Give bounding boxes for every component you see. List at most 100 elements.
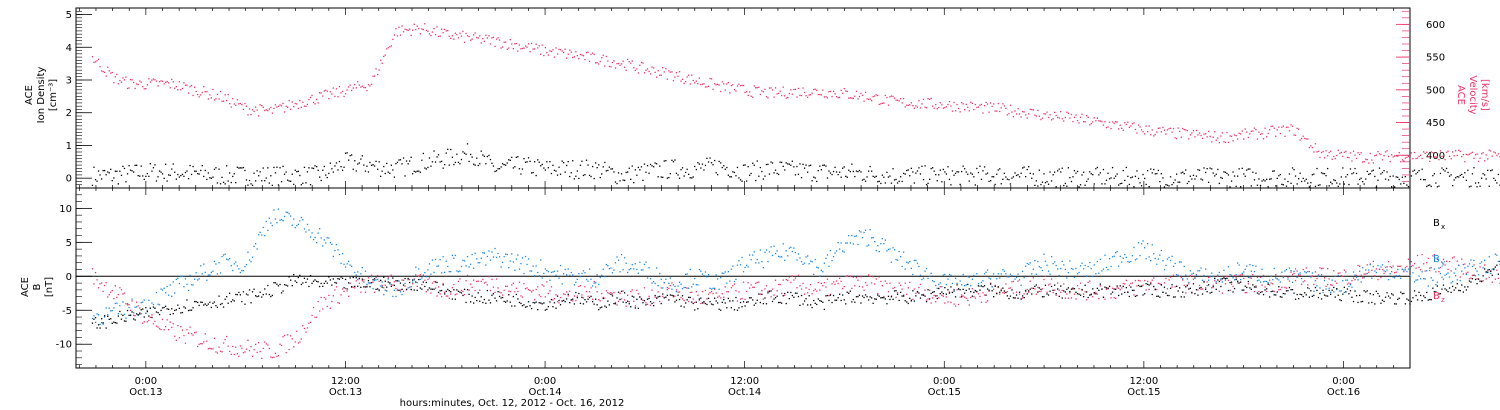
- bz-point: [129, 309, 132, 311]
- by-point: [720, 277, 722, 279]
- velocity-point: [538, 45, 540, 47]
- by-point: [869, 229, 871, 231]
- bx-point: [518, 301, 521, 304]
- by-point: [454, 254, 456, 257]
- by-point: [569, 274, 571, 276]
- by-point: [1127, 261, 1129, 263]
- bz-point: [601, 292, 603, 295]
- velocity-point: [1333, 155, 1335, 158]
- by-point: [868, 244, 870, 246]
- bx-point: [1313, 294, 1315, 297]
- bz-point: [1261, 284, 1263, 286]
- by-point: [431, 259, 434, 261]
- bx-point: [1406, 298, 1408, 300]
- bx-point: [1073, 288, 1076, 290]
- by-point: [1267, 282, 1269, 284]
- by-point: [1453, 272, 1455, 274]
- velocity-point: [1121, 127, 1123, 129]
- velocity-point: [807, 96, 809, 98]
- density-point: [338, 160, 341, 163]
- bz-point: [508, 290, 510, 292]
- bx-point: [186, 299, 188, 301]
- bz-point: [1090, 293, 1092, 295]
- density-point: [660, 176, 662, 178]
- bx-point: [1081, 288, 1083, 291]
- bz-point: [444, 291, 446, 293]
- velocity-point: [1391, 154, 1393, 156]
- density-point: [1171, 184, 1173, 186]
- velocity-point: [187, 92, 190, 94]
- bz-point: [495, 278, 498, 280]
- density-point: [778, 173, 780, 176]
- density-point: [335, 162, 338, 164]
- bz-point: [352, 286, 354, 288]
- bz-point: [200, 343, 202, 345]
- bx-point: [817, 298, 819, 300]
- bx-point: [1136, 294, 1138, 297]
- bz-point: [1047, 284, 1050, 286]
- bz-point: [494, 291, 496, 293]
- velocity-point: [1205, 133, 1207, 135]
- bz-point: [683, 299, 685, 302]
- bx-point: [241, 300, 243, 303]
- bx-point: [1407, 299, 1410, 301]
- density-point: [1137, 177, 1140, 180]
- by-point: [296, 224, 298, 227]
- bz-point: [1413, 262, 1416, 265]
- bz-point: [990, 282, 992, 284]
- density-point: [334, 165, 336, 167]
- density-point: [1038, 169, 1040, 171]
- by-point: [258, 234, 260, 236]
- density-point: [861, 179, 864, 181]
- bx-point: [178, 307, 180, 309]
- density-point: [1455, 177, 1457, 179]
- bz-point: [578, 285, 580, 288]
- velocity-point: [1241, 130, 1243, 132]
- bx-point: [1067, 287, 1069, 289]
- bz-point: [576, 295, 578, 297]
- by-point: [831, 259, 833, 262]
- velocity-point: [1244, 128, 1246, 130]
- velocity-point: [674, 76, 676, 78]
- bx-point: [1183, 296, 1185, 298]
- velocity-point: [378, 69, 380, 71]
- velocity-point: [677, 75, 679, 77]
- by-point: [1182, 278, 1184, 280]
- velocity-point: [1165, 133, 1167, 135]
- velocity-point: [259, 104, 261, 106]
- bz-point: [1153, 277, 1155, 279]
- bz-point: [1083, 293, 1085, 295]
- density-point: [590, 175, 592, 178]
- by-point: [607, 265, 609, 267]
- velocity-point: [1029, 108, 1031, 110]
- density-point: [508, 159, 510, 161]
- bx-point: [265, 293, 267, 295]
- bx-point: [1147, 283, 1149, 285]
- bz-point: [1327, 268, 1329, 270]
- bz-point: [175, 339, 177, 341]
- bx-point: [184, 307, 187, 309]
- by-point: [982, 280, 984, 282]
- density-point: [122, 165, 124, 167]
- density-point: [691, 177, 693, 179]
- bx-point: [448, 290, 450, 292]
- velocity-point: [1455, 150, 1457, 152]
- by-point: [595, 282, 597, 284]
- velocity-point: [1255, 129, 1257, 131]
- density-point: [386, 162, 388, 165]
- bz-point: [782, 279, 784, 281]
- bz-point: [1291, 273, 1294, 276]
- bz-point: [808, 288, 810, 291]
- bx-point: [688, 296, 690, 298]
- velocity-point: [617, 62, 620, 65]
- by-point: [1113, 255, 1115, 257]
- density-point: [645, 171, 647, 173]
- bx-point: [1163, 286, 1166, 288]
- bz-point: [485, 281, 487, 283]
- bz-point: [993, 288, 995, 290]
- density-point: [1017, 174, 1019, 176]
- density-point: [675, 172, 678, 174]
- bx-point: [826, 294, 829, 297]
- bz-point: [936, 295, 938, 297]
- by-point: [1287, 278, 1289, 280]
